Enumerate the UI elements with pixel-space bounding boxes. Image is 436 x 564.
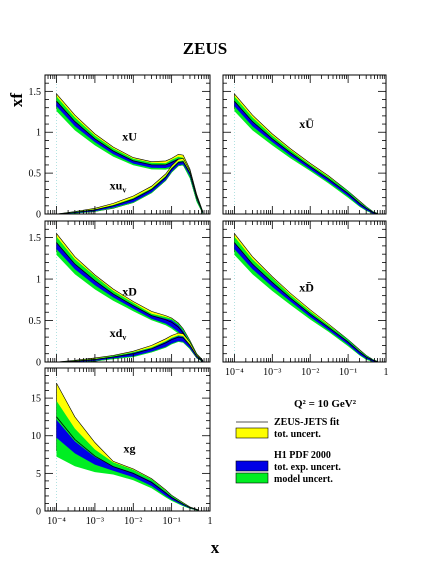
- zeus-fit-line: [56, 416, 199, 511]
- legend-label: model uncert.: [274, 474, 333, 485]
- x-tick-label: 10⁻¹: [162, 516, 180, 527]
- y-axis-title: xf: [7, 93, 26, 108]
- curve-label: xuv: [110, 178, 127, 194]
- y-tick-label: 10: [31, 431, 41, 442]
- h1-model-band: [56, 160, 203, 214]
- y-tick-label: 1.5: [29, 87, 42, 98]
- x-tick-label: 10⁻¹: [339, 367, 357, 378]
- curve-label: xU: [122, 129, 137, 143]
- x-tick-label: 10⁻³: [263, 367, 281, 378]
- y-tick-label: 0: [36, 358, 41, 369]
- legend-label: H1 PDF 2000: [274, 450, 331, 461]
- q2-label: Q² = 10 GeV²: [294, 398, 357, 410]
- curve-label: xg: [124, 441, 136, 455]
- curve-label: xD̄: [299, 281, 314, 295]
- y-tick-label: 0: [36, 507, 41, 518]
- legend-box-swatch: [235, 427, 269, 439]
- zeus-total-band: [56, 158, 204, 214]
- legend-box-swatch: [235, 472, 269, 484]
- zeus-total-band: [234, 92, 378, 214]
- h1-model-band: [56, 400, 199, 511]
- curve-label: xdv: [110, 326, 127, 342]
- x-tick-label: 1: [208, 516, 213, 527]
- y-tick-label: 0.5: [29, 169, 42, 180]
- y-tick-label: 0: [36, 210, 41, 221]
- y-tick-label: 0.5: [29, 316, 42, 327]
- plot-area: [56, 368, 199, 511]
- legend-box-swatch: [235, 460, 269, 472]
- h1-exp-band: [56, 161, 203, 214]
- y-tick-label: 1.5: [29, 233, 42, 244]
- zeus-total-band: [56, 92, 204, 214]
- h1-model-band: [234, 236, 378, 362]
- figure-title: ZEUS: [183, 39, 227, 58]
- y-tick-label: 1: [36, 128, 41, 139]
- panel-frame: [222, 74, 387, 215]
- panels: xU xuv 0 0.5 1 1.5 xŪ xD xdv 0 0.5 1 1.5 xD̄ 10⁻⁴ 10⁻³ 1…: [29, 74, 389, 527]
- x-tick-label: 10⁻²: [124, 516, 142, 527]
- plot-area: [56, 75, 204, 214]
- y-tick-label: 5: [36, 469, 41, 480]
- x-tick-label: 10⁻²: [301, 367, 319, 378]
- panel-frame: [44, 74, 211, 215]
- zeus-fit-line: [234, 100, 378, 214]
- x-axis-title: x: [211, 538, 220, 557]
- panel-middle-right: xD̄ 10⁻⁴ 10⁻³ 10⁻² 10⁻¹ 1: [222, 220, 389, 378]
- x-tick-label: 1: [384, 367, 389, 378]
- panel-top-left: xU xuv 0 0.5 1 1.5: [29, 74, 211, 221]
- panel-middle-left: xD xdv 0 0.5 1 1.5: [29, 220, 211, 369]
- legend-label: tot. uncert.: [274, 429, 321, 440]
- y-tick-label: 1: [36, 275, 41, 286]
- zeus-fit-line: [234, 242, 378, 362]
- y-tick-label: 15: [31, 394, 41, 405]
- zeus-fit-line: [56, 161, 204, 214]
- legend-label: tot. exp. uncert.: [274, 462, 341, 473]
- h1-model-band: [234, 96, 378, 214]
- legend-label: ZEUS-JETS fit: [274, 417, 340, 428]
- curve-label: xD: [122, 285, 137, 299]
- curve-label: xŪ: [299, 117, 314, 131]
- zeus-total-band: [234, 232, 378, 362]
- panel-top-right: xŪ: [222, 74, 387, 215]
- plot-area: [234, 75, 378, 214]
- x-tick-label: 10⁻⁴: [225, 367, 244, 378]
- x-tick-label: 10⁻⁴: [47, 516, 66, 527]
- x-tick-label: 10⁻³: [86, 516, 104, 527]
